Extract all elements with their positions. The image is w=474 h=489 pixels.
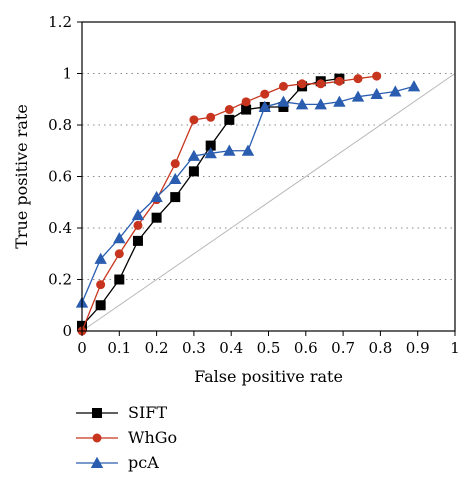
legend-label-whgo: WhGo: [128, 428, 177, 447]
series-point-whgo: [334, 76, 344, 86]
x-tick-label: 0.2: [145, 339, 169, 357]
series-point-pca: [241, 144, 255, 156]
y-tick-label: 1.2: [48, 13, 72, 31]
series-point-whgo: [241, 97, 251, 107]
series-point-sift: [170, 192, 181, 203]
series-point-whgo: [133, 220, 143, 230]
legend-marker-whgo: [92, 433, 102, 443]
series-point-whgo: [372, 71, 382, 81]
series-layer: [75, 71, 421, 336]
reference-diagonal-line: [81, 73, 456, 332]
legend-marker-sift: [92, 408, 102, 418]
series-point-sift: [224, 114, 235, 125]
series-point-pca: [370, 87, 383, 100]
series-point-whgo: [224, 105, 234, 115]
series-point-pca: [131, 208, 145, 221]
legend-item-whgo: WhGo: [76, 428, 177, 447]
x-tick-label: 0.7: [331, 339, 355, 357]
series-point-whgo: [316, 79, 326, 89]
series-point-pca: [258, 100, 271, 112]
series-point-whgo: [278, 81, 288, 91]
legend: SIFT WhGo pcA: [76, 403, 177, 472]
series-point-whgo: [297, 79, 307, 89]
y-axis-title: True positive rate: [12, 104, 31, 249]
series-point-pca: [333, 95, 346, 107]
x-axis-title: False positive rate: [194, 367, 343, 386]
series-point-sift: [188, 166, 199, 177]
y-tick-label: 1: [62, 65, 72, 83]
series-point-pca: [94, 252, 107, 264]
legend-item-pca: pcA: [76, 453, 159, 472]
series-point-pca: [223, 144, 236, 156]
series-point-pca: [204, 147, 217, 159]
series-point-pca: [277, 95, 290, 107]
series-line-whgo: [81, 75, 377, 332]
legend-label-sift: SIFT: [128, 403, 167, 422]
series-pca: [75, 80, 421, 308]
series-line-pca: [81, 85, 415, 303]
series-point-pca: [389, 85, 402, 97]
series-point-sift: [241, 104, 252, 115]
series-whgo: [77, 71, 382, 336]
series-point-sift: [132, 235, 143, 246]
x-tick-label: 0.8: [368, 339, 392, 357]
legend-item-sift: SIFT: [76, 403, 167, 422]
series-point-whgo: [114, 249, 124, 259]
x-tick-label: 0.1: [107, 339, 131, 357]
x-tick-label: 0.4: [219, 339, 243, 357]
x-tick-label: 0.5: [257, 339, 281, 357]
series-point-sift: [95, 300, 106, 311]
x-tick-label: 0.9: [406, 339, 430, 357]
series-point-pca: [150, 190, 163, 203]
x-tick-label: 1: [450, 339, 460, 357]
series-point-pca: [351, 90, 365, 102]
series-point-sift: [278, 101, 289, 112]
y-tick-label: 0.6: [48, 168, 72, 186]
series-point-sift: [114, 274, 125, 285]
series-point-whgo: [206, 112, 216, 122]
x-tick-label: 0.3: [182, 339, 206, 357]
series-point-pca: [407, 80, 421, 92]
series-sift: [77, 73, 345, 331]
series-point-pca: [113, 232, 126, 244]
series-point-whgo: [260, 89, 270, 99]
y-axis-ticks: 0 0.2 0.4 0.6 0.8 1 1.2: [48, 13, 82, 340]
series-point-sift: [205, 140, 216, 151]
y-tick-label: 0.4: [48, 219, 72, 237]
legend-marker-pca: [90, 456, 104, 468]
y-tick-label: 0.2: [48, 271, 72, 289]
x-tick-label: 0.6: [294, 339, 318, 357]
series-point-pca: [295, 98, 309, 110]
series-point-pca: [169, 172, 182, 185]
series-point-whgo: [353, 74, 363, 84]
series-point-whgo: [170, 159, 180, 169]
series-point-sift: [151, 212, 162, 223]
series-point-pca: [187, 149, 201, 161]
x-tick-label: 0: [77, 339, 87, 357]
x-axis-ticks: 0 0.1 0.2 0.3 0.4 0.5 0.6 0.7 0.8 0.9 1: [77, 331, 460, 357]
y-tick-label: 0: [62, 322, 72, 340]
legend-label-pca: pcA: [128, 453, 159, 472]
series-point-pca: [314, 98, 327, 110]
series-point-whgo: [96, 280, 106, 290]
y-tick-label: 0.8: [48, 116, 72, 134]
series-point-whgo: [189, 115, 199, 125]
